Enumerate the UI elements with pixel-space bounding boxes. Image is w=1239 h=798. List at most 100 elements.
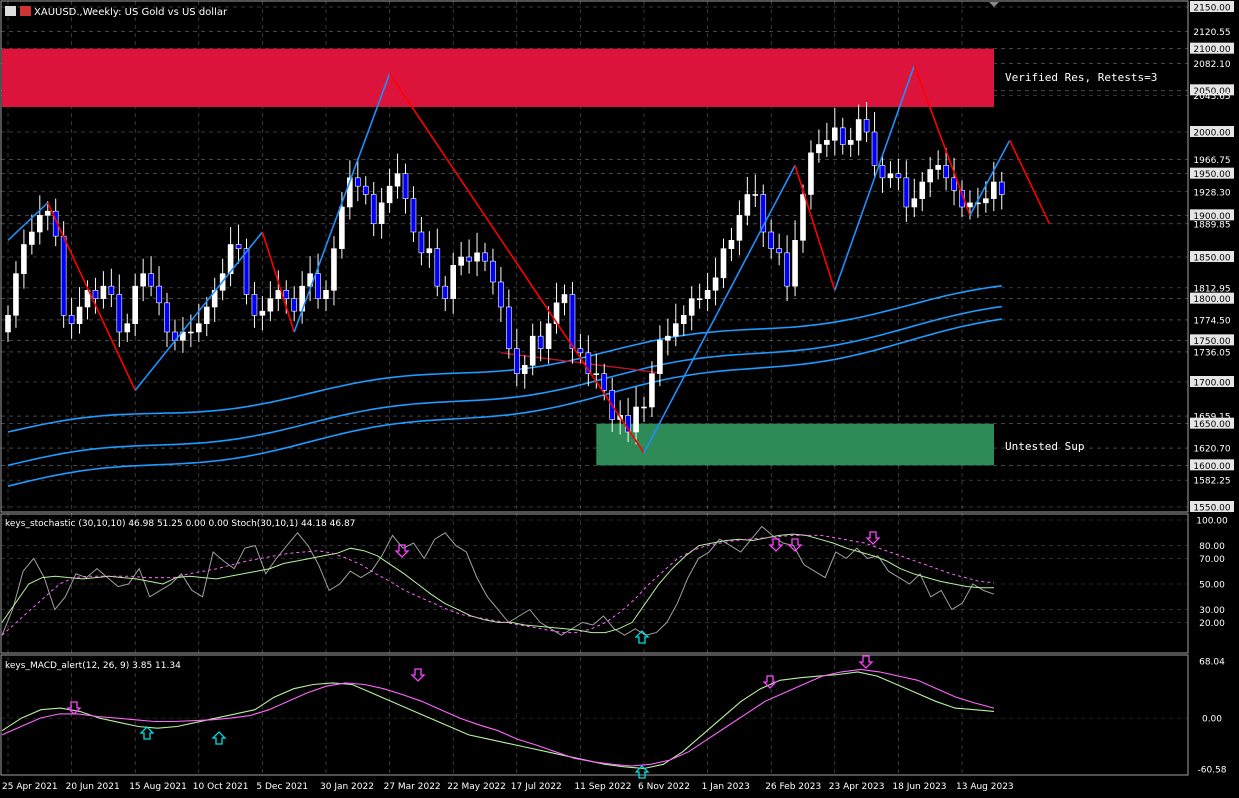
candle-bull <box>855 119 862 141</box>
zigzag-segment <box>913 65 971 216</box>
macd-panel <box>0 654 1189 776</box>
candle-bear <box>92 290 99 299</box>
candle-bear <box>235 244 242 249</box>
candle-bull <box>36 215 43 233</box>
candle-bull <box>521 365 528 374</box>
price-tick-box <box>1190 1 1234 12</box>
candle-bear <box>482 252 488 262</box>
signal-arrow-up <box>211 731 227 745</box>
candle-bear <box>402 173 409 199</box>
date-tick-label: 13 Aug 2023 <box>956 782 1014 792</box>
candle-bull <box>394 173 401 187</box>
candle-bear <box>585 352 592 374</box>
price-tick-label: 1620.70 <box>1193 445 1230 455</box>
signal-arrow-up <box>634 630 650 644</box>
scroll-marker-icon <box>989 2 999 7</box>
resistance-label: Verified Res, Retests=3 <box>1005 71 1157 84</box>
candle-bull <box>696 298 703 300</box>
price-tick-label: 1774.50 <box>1193 316 1230 326</box>
candle-bear <box>362 185 369 195</box>
candle-bull <box>275 290 282 299</box>
price-tick-box <box>1190 376 1234 387</box>
candle-bull <box>665 335 671 341</box>
zigzag-segment <box>969 139 1011 216</box>
candles <box>5 102 1005 445</box>
stochastic-lines <box>1 525 995 636</box>
candle-bull <box>323 290 329 299</box>
candle-bear <box>164 302 170 333</box>
candle-bear <box>513 348 520 374</box>
date-tick-label: 15 Aug 2021 <box>129 782 187 792</box>
candle-bull <box>450 265 457 299</box>
price-tick-box <box>1190 84 1234 96</box>
price-tick-box <box>1190 501 1234 512</box>
date-tick-label: 1 Jan 2023 <box>702 782 750 792</box>
price-tick-label: 1900.00 <box>1193 212 1230 222</box>
candle-bull <box>935 165 941 170</box>
candle-bear <box>251 294 258 316</box>
symbol-icons[interactable] <box>5 6 31 16</box>
candle-bull <box>680 315 687 324</box>
candle-bear <box>998 181 1005 195</box>
date-tick-label: 23 Apr 2023 <box>829 782 885 792</box>
candle-bear <box>315 273 321 299</box>
date-tick-label: 17 Jul 2022 <box>511 782 562 792</box>
price-tick-label: 2150.00 <box>1193 4 1230 14</box>
candle-bear <box>68 315 75 324</box>
price-tick-label: 2050.00 <box>1193 87 1230 97</box>
candle-bull <box>983 198 989 204</box>
zigzag-segment <box>47 202 136 391</box>
macd-series-line <box>1 668 995 767</box>
candle-bull <box>44 210 51 216</box>
candle-bear <box>243 248 250 295</box>
candle-bear <box>506 306 512 349</box>
stoch-tick-label: 80.00 <box>1199 542 1225 552</box>
candle-bear <box>863 119 870 133</box>
signal-arrow-up <box>634 765 650 779</box>
price-tick-label: 2043.65 <box>1193 92 1230 102</box>
candle-bear <box>768 231 775 249</box>
signal-arrow-down <box>394 544 410 558</box>
candle-bear <box>156 285 162 304</box>
candle-bull <box>140 273 146 287</box>
zigzag-segment <box>1008 139 1051 225</box>
support-label: Untested Sup <box>1005 440 1084 453</box>
date-tick-label: 26 Feb 2023 <box>765 782 821 792</box>
candle-bull <box>458 256 464 266</box>
macd-lines <box>1 668 995 770</box>
price-tick-label: 1950.00 <box>1193 170 1230 180</box>
date-tick-label: 10 Oct 2021 <box>193 782 249 792</box>
candle-bull <box>990 181 997 199</box>
candle-bear <box>283 290 290 299</box>
stoch-tick-label: 30.00 <box>1199 606 1225 616</box>
candle-bull <box>672 323 679 337</box>
candle-bull <box>808 152 814 195</box>
zigzag-segment <box>388 73 645 454</box>
candle-bear <box>943 165 949 179</box>
candle-bear <box>879 165 886 179</box>
price-tick-label: 1659.15 <box>1193 413 1230 423</box>
candle-bear <box>784 252 790 287</box>
candle-bull <box>975 202 981 205</box>
candle-bull <box>259 310 266 316</box>
stoch-tick-label: 100.00 <box>1196 517 1228 527</box>
candle-bull <box>728 240 735 249</box>
date-tick-label: 6 Nov 2022 <box>638 782 690 792</box>
candle-bull <box>100 285 107 299</box>
moving-average-line <box>7 305 1002 467</box>
chart-type-icon[interactable] <box>5 6 16 16</box>
candle-bull <box>752 194 759 196</box>
price-tick-box <box>1190 292 1234 304</box>
price-tick-label: 1736.05 <box>1193 348 1230 358</box>
candle-bull <box>84 290 91 308</box>
symbol-flag-icon[interactable] <box>20 6 31 16</box>
stoch-series-line <box>1 525 995 636</box>
price-tick-box <box>1190 209 1234 221</box>
signal-arrow-down <box>787 538 803 552</box>
price-tick-box <box>1190 417 1234 429</box>
candle-bear <box>418 231 425 254</box>
chart-title: XAUUSD.,Weekly: US Gold vs US dollar <box>34 7 228 18</box>
candle-bear <box>625 415 631 433</box>
candle-bear <box>434 248 441 287</box>
price-tick-label: 1812.95 <box>1193 284 1230 294</box>
